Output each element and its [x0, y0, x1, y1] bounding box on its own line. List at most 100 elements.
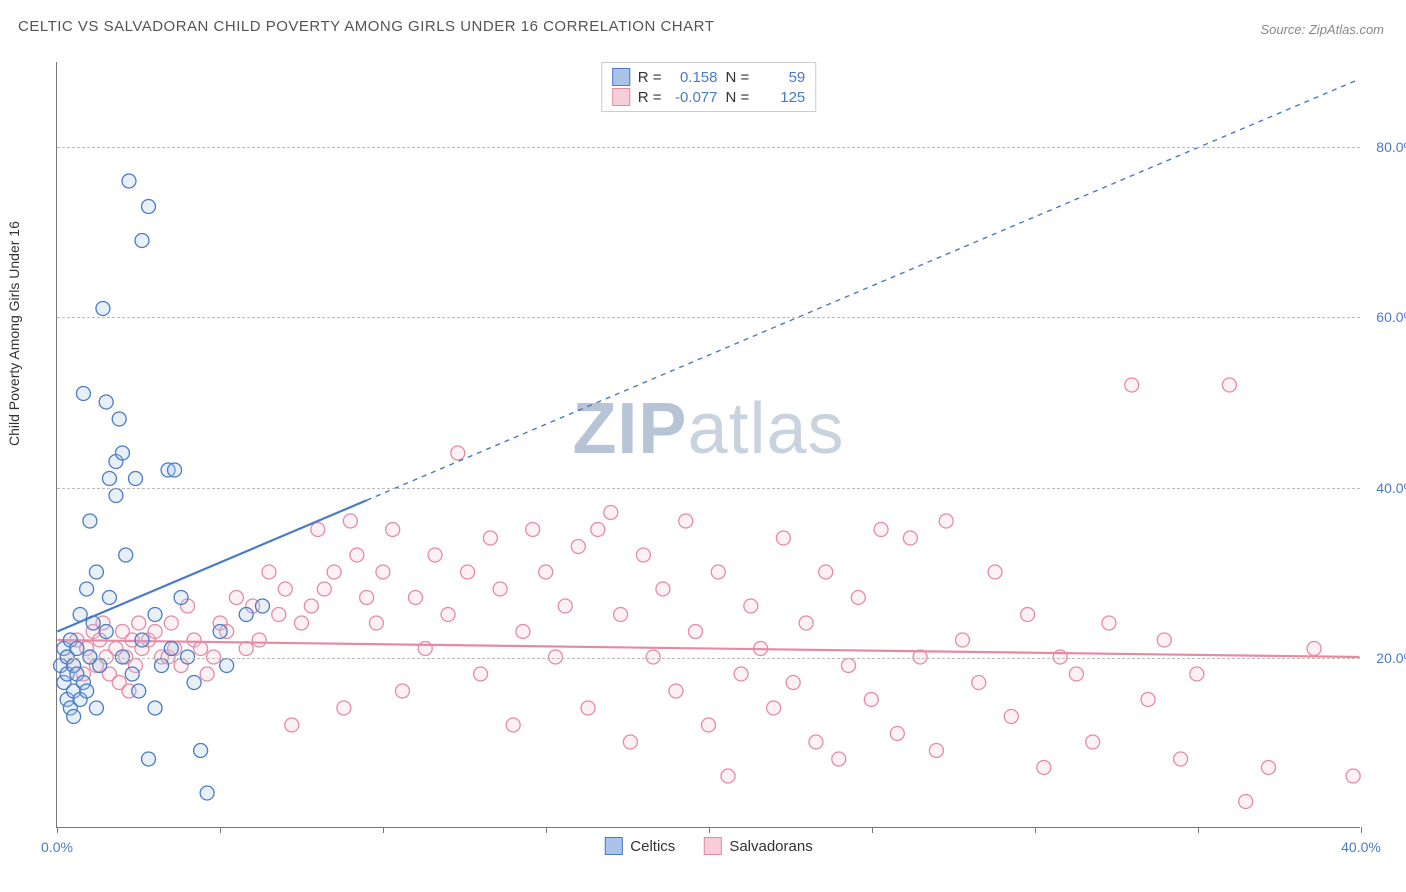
scatter-point-salvadorans — [1307, 642, 1321, 656]
scatter-point-celtics — [96, 302, 110, 316]
y-tick-label: 60.0% — [1366, 309, 1406, 325]
gridline-h — [57, 658, 1360, 659]
scatter-point-salvadorans — [656, 582, 670, 596]
scatter-point-salvadorans — [516, 625, 530, 639]
scatter-point-salvadorans — [229, 591, 243, 605]
scatter-point-celtics — [148, 701, 162, 715]
scatter-point-celtics — [187, 676, 201, 690]
gridline-h — [57, 147, 1360, 148]
scatter-point-celtics — [128, 472, 142, 486]
scatter-point-salvadorans — [285, 718, 299, 732]
scatter-point-celtics — [112, 412, 126, 426]
scatter-point-salvadorans — [679, 514, 693, 528]
scatter-point-salvadorans — [1037, 761, 1051, 775]
x-tick-label: 0.0% — [41, 839, 73, 855]
scatter-point-salvadorans — [636, 548, 650, 562]
x-tick-label: 40.0% — [1341, 839, 1381, 855]
scatter-point-salvadorans — [483, 531, 497, 545]
scatter-point-celtics — [255, 599, 269, 613]
scatter-point-salvadorans — [428, 548, 442, 562]
scatter-point-salvadorans — [688, 625, 702, 639]
scatter-point-celtics — [142, 752, 156, 766]
scatter-point-salvadorans — [1239, 795, 1253, 809]
scatter-point-salvadorans — [1261, 761, 1275, 775]
scatter-point-salvadorans — [317, 582, 331, 596]
legend-label-celtics: Celtics — [630, 838, 675, 855]
scatter-point-celtics — [119, 548, 133, 562]
scatter-point-salvadorans — [809, 735, 823, 749]
scatter-point-salvadorans — [1069, 667, 1083, 681]
scatter-point-celtics — [70, 642, 84, 656]
scatter-point-celtics — [122, 174, 136, 188]
scatter-point-salvadorans — [799, 616, 813, 630]
scatter-point-salvadorans — [1174, 752, 1188, 766]
x-tick — [383, 827, 384, 833]
scatter-point-salvadorans — [278, 582, 292, 596]
scatter-point-celtics — [142, 200, 156, 214]
scatter-point-salvadorans — [890, 727, 904, 741]
x-tick — [546, 827, 547, 833]
scatter-point-celtics — [99, 395, 113, 409]
stat-n-celtics: 59 — [757, 69, 805, 86]
bottom-legend: Celtics Salvadorans — [604, 837, 812, 855]
scatter-point-celtics — [132, 684, 146, 698]
scatter-point-salvadorans — [252, 633, 266, 647]
scatter-point-salvadorans — [767, 701, 781, 715]
scatter-point-celtics — [93, 659, 107, 673]
scatter-point-salvadorans — [337, 701, 351, 715]
scatter-point-salvadorans — [972, 676, 986, 690]
scatter-point-salvadorans — [343, 514, 357, 528]
scatter-point-salvadorans — [721, 769, 735, 783]
scatter-point-salvadorans — [614, 608, 628, 622]
legend-label-salvadorans: Salvadorans — [729, 838, 812, 855]
scatter-point-salvadorans — [623, 735, 637, 749]
scatter-point-salvadorans — [461, 565, 475, 579]
stat-r-celtics: 0.158 — [670, 69, 718, 86]
scatter-point-salvadorans — [776, 531, 790, 545]
scatter-point-salvadorans — [376, 565, 390, 579]
scatter-point-celtics — [76, 387, 90, 401]
scatter-point-salvadorans — [711, 565, 725, 579]
scatter-point-salvadorans — [441, 608, 455, 622]
scatter-point-salvadorans — [832, 752, 846, 766]
x-tick — [709, 827, 710, 833]
scatter-point-salvadorans — [474, 667, 488, 681]
x-tick — [1035, 827, 1036, 833]
scatter-point-salvadorans — [1346, 769, 1360, 783]
scatter-point-celtics — [102, 472, 116, 486]
scatter-point-salvadorans — [360, 591, 374, 605]
scatter-point-celtics — [125, 667, 139, 681]
scatter-point-celtics — [80, 582, 94, 596]
scatter-point-salvadorans — [194, 642, 208, 656]
plot-svg — [57, 62, 1360, 827]
scatter-point-salvadorans — [819, 565, 833, 579]
swatch-salvadorans — [612, 88, 630, 106]
scatter-point-salvadorans — [148, 625, 162, 639]
x-tick — [57, 827, 58, 833]
scatter-point-salvadorans — [418, 642, 432, 656]
stats-legend: R = 0.158 N = 59 R = -0.077 N = 125 — [601, 62, 817, 112]
x-tick — [1361, 827, 1362, 833]
scatter-point-celtics — [67, 710, 81, 724]
legend-item-salvadorans: Salvadorans — [703, 837, 812, 855]
x-tick — [1198, 827, 1199, 833]
scatter-point-celtics — [83, 514, 97, 528]
scatter-point-salvadorans — [939, 514, 953, 528]
source-attribution: Source: ZipAtlas.com — [1260, 22, 1384, 37]
stat-n-label: N = — [726, 69, 750, 86]
stat-r-salvadorans: -0.077 — [670, 89, 718, 106]
scatter-point-salvadorans — [1157, 633, 1171, 647]
swatch-celtics — [612, 68, 630, 86]
scatter-point-salvadorans — [451, 446, 465, 460]
x-tick — [872, 827, 873, 833]
stat-r-label: R = — [638, 69, 662, 86]
scatter-point-salvadorans — [386, 523, 400, 537]
scatter-point-salvadorans — [591, 523, 605, 537]
scatter-point-salvadorans — [604, 506, 618, 520]
scatter-point-celtics — [135, 633, 149, 647]
scatter-point-salvadorans — [200, 667, 214, 681]
scatter-point-salvadorans — [350, 548, 364, 562]
plot-area: ZIPatlas R = 0.158 N = 59 R = -0.077 N =… — [56, 62, 1360, 828]
chart-title: CELTIC VS SALVADORAN CHILD POVERTY AMONG… — [18, 18, 714, 35]
scatter-point-salvadorans — [1222, 378, 1236, 392]
